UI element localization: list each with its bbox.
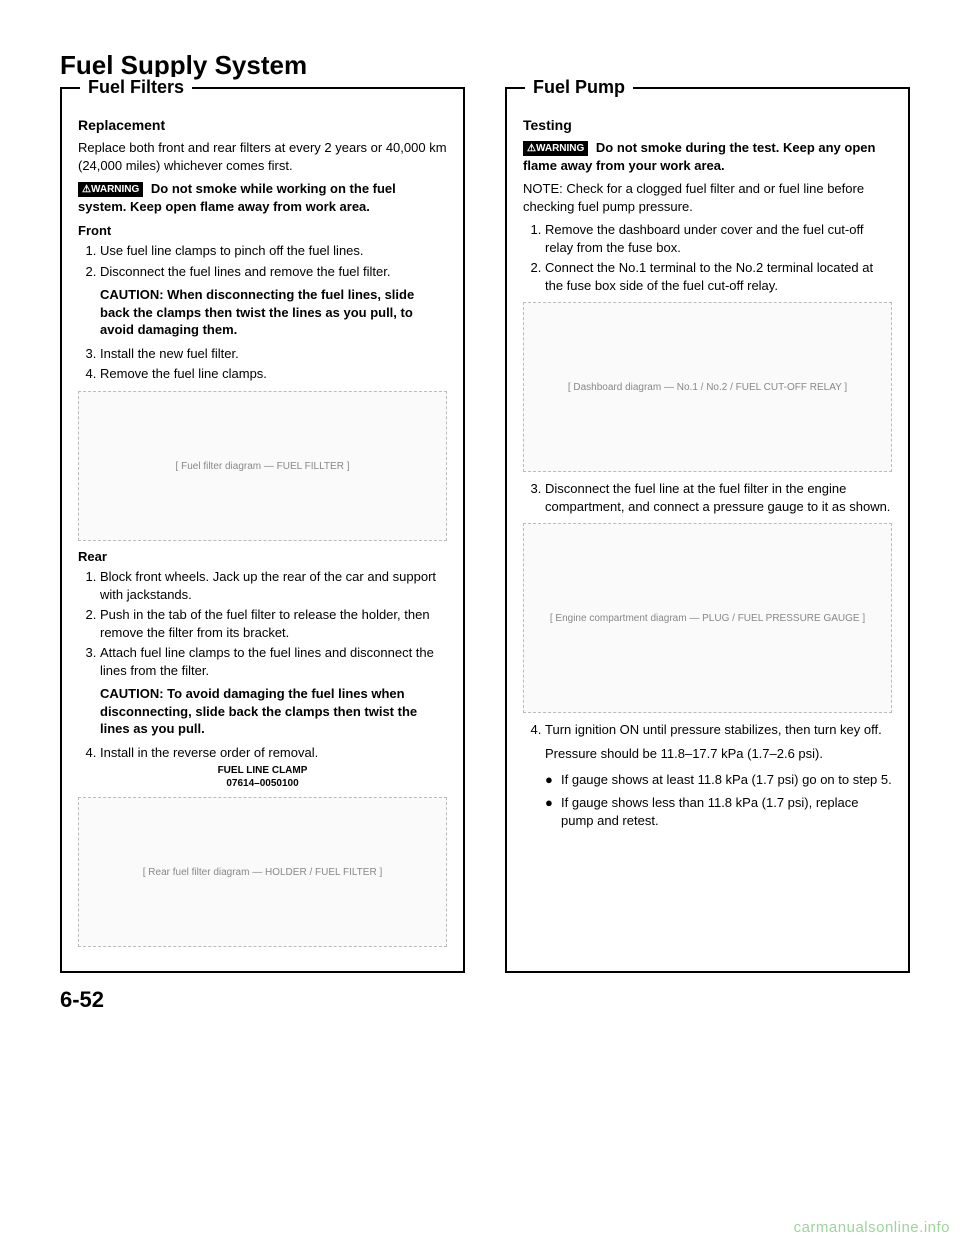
fuel-filter-diagram: [ Fuel filter diagram — FUEL FILLTER ]	[78, 391, 447, 541]
tool-label-2: 07614–0050100	[78, 778, 447, 789]
warning-icon: ⚠WARNING	[78, 182, 143, 198]
testing-heading: Testing	[523, 117, 892, 133]
front-steps-list: Use fuel line clamps to pinch off the fu…	[78, 242, 447, 280]
pressure-gauge-diagram: [ Engine compartment diagram — PLUG / FU…	[523, 523, 892, 713]
warning-test: ⚠WARNING Do not smoke during the test. K…	[523, 139, 892, 174]
list-item: Install the new fuel filter.	[100, 345, 447, 363]
replacement-intro: Replace both front and rear filters at e…	[78, 139, 447, 174]
list-item: Disconnect the fuel line at the fuel fil…	[545, 480, 892, 515]
testing-steps-b: Disconnect the fuel line at the fuel fil…	[523, 480, 892, 515]
fuel-filters-title: Fuel Filters	[80, 77, 192, 98]
content-columns: Fuel Filters Replacement Replace both fr…	[60, 89, 910, 973]
list-item: Install in the reverse order of removal.	[100, 744, 447, 762]
list-item: Use fuel line clamps to pinch off the fu…	[100, 242, 447, 260]
page-number: 6-52	[60, 987, 910, 1013]
fuel-pump-box: Fuel Pump Testing ⚠WARNING Do not smoke …	[505, 89, 910, 973]
list-item: If gauge shows less than 11.8 kPa (1.7 p…	[545, 794, 892, 829]
warning-fuel-system: ⚠WARNING Do not smoke while working on t…	[78, 180, 447, 215]
front-steps-list-2: Install the new fuel filter. Remove the …	[78, 345, 447, 383]
list-item: If gauge shows at least 11.8 kPa (1.7 ps…	[545, 771, 892, 789]
front-subheading: Front	[78, 223, 447, 238]
rear-filter-diagram: [ Rear fuel filter diagram — HOLDER / FU…	[78, 797, 447, 947]
caution-rear: CAUTION: To avoid damaging the fuel line…	[78, 685, 447, 738]
list-item: Block front wheels. Jack up the rear of …	[100, 568, 447, 603]
box-title-row: Fuel Pump	[505, 77, 910, 98]
result-bullets: If gauge shows at least 11.8 kPa (1.7 ps…	[523, 771, 892, 830]
list-item: Push in the tab of the fuel filter to re…	[100, 606, 447, 641]
rear-subheading: Rear	[78, 549, 447, 564]
pressure-spec: Pressure should be 11.8–17.7 kPa (1.7–2.…	[523, 745, 892, 763]
rear-steps-list-2: Install in the reverse order of removal.	[78, 744, 447, 762]
fuel-filters-box: Fuel Filters Replacement Replace both fr…	[60, 89, 465, 973]
box-title-row: Fuel Filters	[60, 77, 465, 98]
list-item: Remove the dashboard under cover and the…	[545, 221, 892, 256]
testing-steps-a: Remove the dashboard under cover and the…	[523, 221, 892, 294]
testing-steps-c: Turn ignition ON until pressure stabiliz…	[523, 721, 892, 739]
caution-disconnect: CAUTION: When disconnecting the fuel lin…	[78, 286, 447, 339]
watermark: carmanualsonline.info	[794, 1219, 950, 1236]
replacement-heading: Replacement	[78, 117, 447, 133]
list-item: Remove the fuel line clamps.	[100, 365, 447, 383]
dashboard-relay-diagram: [ Dashboard diagram — No.1 / No.2 / FUEL…	[523, 302, 892, 472]
rear-steps-list: Block front wheels. Jack up the rear of …	[78, 568, 447, 679]
tool-label-1: FUEL LINE CLAMP	[78, 765, 447, 776]
warning-icon: ⚠WARNING	[523, 141, 588, 157]
note-clogged-filter: NOTE: Check for a clogged fuel filter an…	[523, 180, 892, 215]
list-item: Turn ignition ON until pressure stabiliz…	[545, 721, 892, 739]
list-item: Connect the No.1 terminal to the No.2 te…	[545, 259, 892, 294]
fuel-pump-title: Fuel Pump	[525, 77, 633, 98]
list-item: Disconnect the fuel lines and remove the…	[100, 263, 447, 281]
list-item: Attach fuel line clamps to the fuel line…	[100, 644, 447, 679]
